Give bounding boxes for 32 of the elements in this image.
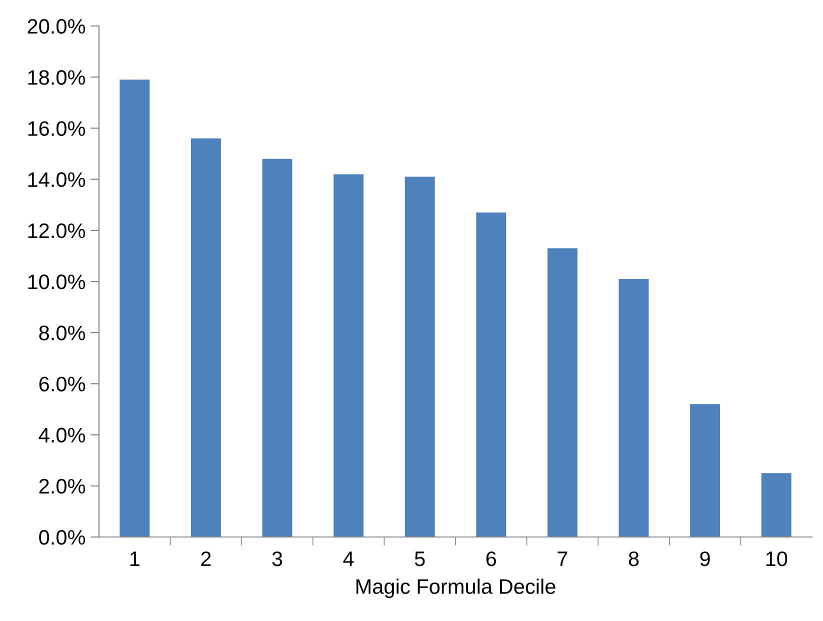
bar: [190, 138, 221, 537]
y-tick-label: 6.0%: [39, 376, 86, 392]
x-tick-label: 7: [558, 552, 568, 566]
y-tick-label: 20.0%: [28, 19, 86, 34]
y-tick-label: 8.0%: [39, 326, 86, 340]
bar: [476, 212, 506, 537]
y-tick-label: 12.0%: [28, 223, 86, 238]
bar: [547, 248, 578, 537]
bar: [262, 158, 292, 537]
bar: [334, 174, 364, 537]
bar: [120, 80, 150, 537]
bar: [618, 278, 649, 537]
y-tick-label: 14.0%: [28, 172, 86, 188]
x-axis-title: Magic Formula Decile: [356, 578, 556, 598]
x-tick-label: 4: [343, 552, 354, 566]
x-tick-label: 5: [414, 552, 425, 566]
bar: [761, 473, 792, 537]
x-tick-label: 10: [766, 551, 788, 566]
y-tick-label: 10.0%: [28, 274, 86, 290]
x-tick-label: 2: [201, 551, 211, 566]
x-tick-label: 3: [272, 551, 282, 566]
y-tick-label: 18.0%: [28, 70, 86, 85]
bar: [690, 404, 720, 537]
y-tick-label: 0.0%: [39, 530, 86, 545]
y-tick-label: 2.0%: [39, 478, 86, 494]
x-tick-label: 6: [486, 551, 496, 566]
x-tick-label: 8: [628, 551, 639, 566]
y-tick-label: 16.0%: [28, 121, 86, 136]
x-tick-label: 9: [700, 551, 710, 566]
x-tick-label: 1: [130, 552, 140, 566]
y-tick-label: 4.0%: [38, 428, 86, 443]
bar: [404, 176, 435, 537]
